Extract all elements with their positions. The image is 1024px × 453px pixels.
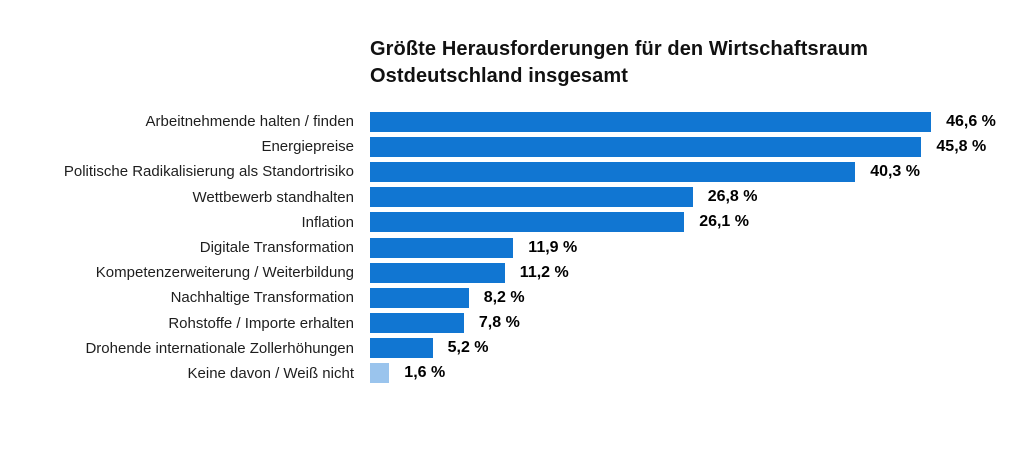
bar-row: Rohstoffe / Importe erhalten 7,8 % bbox=[0, 311, 1024, 336]
bar-row: Wettbewerb standhalten 26,8 % bbox=[0, 185, 1024, 210]
row-label: Kompetenzerweiterung / Weiterbildung bbox=[95, 264, 354, 282]
row-label: Keine davon / Weiß nicht bbox=[187, 364, 354, 382]
bar-row: Keine davon / Weiß nicht 1,6 % bbox=[0, 361, 1024, 386]
row-label: Digitale Transformation bbox=[199, 239, 354, 257]
bar bbox=[370, 287, 469, 308]
bar bbox=[370, 363, 390, 384]
bar bbox=[370, 313, 464, 334]
bar-row: Digitale Transformation 11,9 % bbox=[0, 235, 1024, 260]
value-label: 26,8 % bbox=[707, 188, 758, 206]
bar bbox=[370, 237, 514, 258]
bar-rows: Arbeitnehmende halten / finden 46,6 % En… bbox=[0, 109, 1024, 386]
bar bbox=[370, 338, 433, 359]
value-label: 8,2 % bbox=[483, 288, 525, 306]
bar-row: Drohende internationale Zollerhöhungen 5… bbox=[0, 336, 1024, 361]
value-label: 45,8 % bbox=[936, 137, 987, 155]
bar-row: Politische Radikalisierung als Standortr… bbox=[0, 159, 1024, 184]
value-label: 7,8 % bbox=[478, 314, 520, 332]
bar-row: Energiepreise 45,8 % bbox=[0, 134, 1024, 159]
value-label: 1,6 % bbox=[404, 364, 446, 382]
row-label: Inflation bbox=[301, 213, 354, 231]
row-label: Energiepreise bbox=[261, 138, 354, 156]
row-label: Nachhaltige Transformation bbox=[170, 289, 354, 307]
bar bbox=[370, 136, 922, 157]
row-label: Drohende internationale Zollerhöhungen bbox=[85, 339, 354, 357]
value-label: 46,6 % bbox=[946, 112, 996, 130]
row-label: Politische Radikalisierung als Standortr… bbox=[63, 163, 354, 181]
bar-row: Kompetenzerweiterung / Weiterbildung 11,… bbox=[0, 260, 1024, 285]
row-label: Wettbewerb standhalten bbox=[192, 188, 355, 206]
row-label: Arbeitnehmende halten / finden bbox=[145, 113, 354, 131]
row-label: Rohstoffe / Importe erhalten bbox=[168, 314, 354, 332]
bar bbox=[370, 111, 932, 132]
bar-row: Inflation 26,1 % bbox=[0, 210, 1024, 235]
bar bbox=[370, 212, 685, 233]
value-label: 5,2 % bbox=[447, 339, 489, 357]
value-label: 11,2 % bbox=[519, 263, 569, 281]
value-label: 40,3 % bbox=[870, 162, 920, 180]
value-label: 26,1 % bbox=[699, 213, 749, 231]
bar bbox=[370, 262, 505, 283]
bar bbox=[370, 187, 693, 208]
chart-title: Größte Herausforderungen für den Wirtsch… bbox=[370, 38, 869, 87]
value-label: 11,9 % bbox=[528, 238, 578, 256]
bar-row: Arbeitnehmende halten / finden 46,6 % bbox=[0, 109, 1024, 134]
bar bbox=[370, 161, 856, 182]
bar-row: Nachhaltige Transformation 8,2 % bbox=[0, 285, 1024, 310]
